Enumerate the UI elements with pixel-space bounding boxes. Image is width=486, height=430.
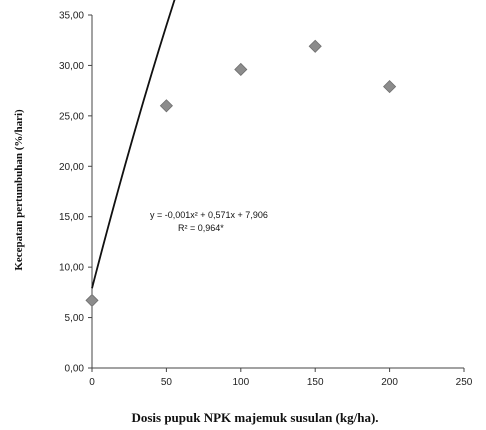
x-tick-label: 250 [456,377,473,388]
data-point [383,80,397,94]
x-axis-title: Dosis pupuk NPK majemuk susulan (kg/ha). [131,410,378,425]
y-tick-label: 0,00 [65,364,85,375]
y-tick-label: 5,00 [65,313,85,324]
trendline-r-squared: R² = 0,964* [178,223,224,233]
y-axis-title: Kecepatan pertumbuhan (%/hari) [13,109,25,271]
y-tick-label: 20,00 [59,162,84,173]
y-tick-label: 30,00 [59,61,84,72]
x-tick-label: 150 [307,377,324,388]
y-tick-label: 25,00 [59,111,84,122]
data-point [85,293,99,307]
y-tick-label: 10,00 [59,263,84,274]
x-tick-label: 50 [161,377,173,388]
polynomial-trendline [91,0,176,289]
y-axis-ticks: 0,00 5,00 10,00 15,00 20,00 25,00 30,00 35,00 [59,11,92,375]
y-tick-label: 35,00 [59,11,84,22]
x-tick-label: 100 [232,377,249,388]
data-point [234,62,248,77]
axes [91,15,464,369]
data-point [308,39,322,53]
data-point [159,99,173,113]
trendline-equation: y = -0,001x² + 0,571x + 7,906 [150,210,268,220]
x-tick-label: 200 [381,377,398,388]
x-axis-ticks: 0 50 100 150 200 250 [89,368,473,388]
data-points [85,39,397,307]
y-tick-label: 15,00 [59,212,84,223]
x-tick-label: 0 [89,377,95,388]
